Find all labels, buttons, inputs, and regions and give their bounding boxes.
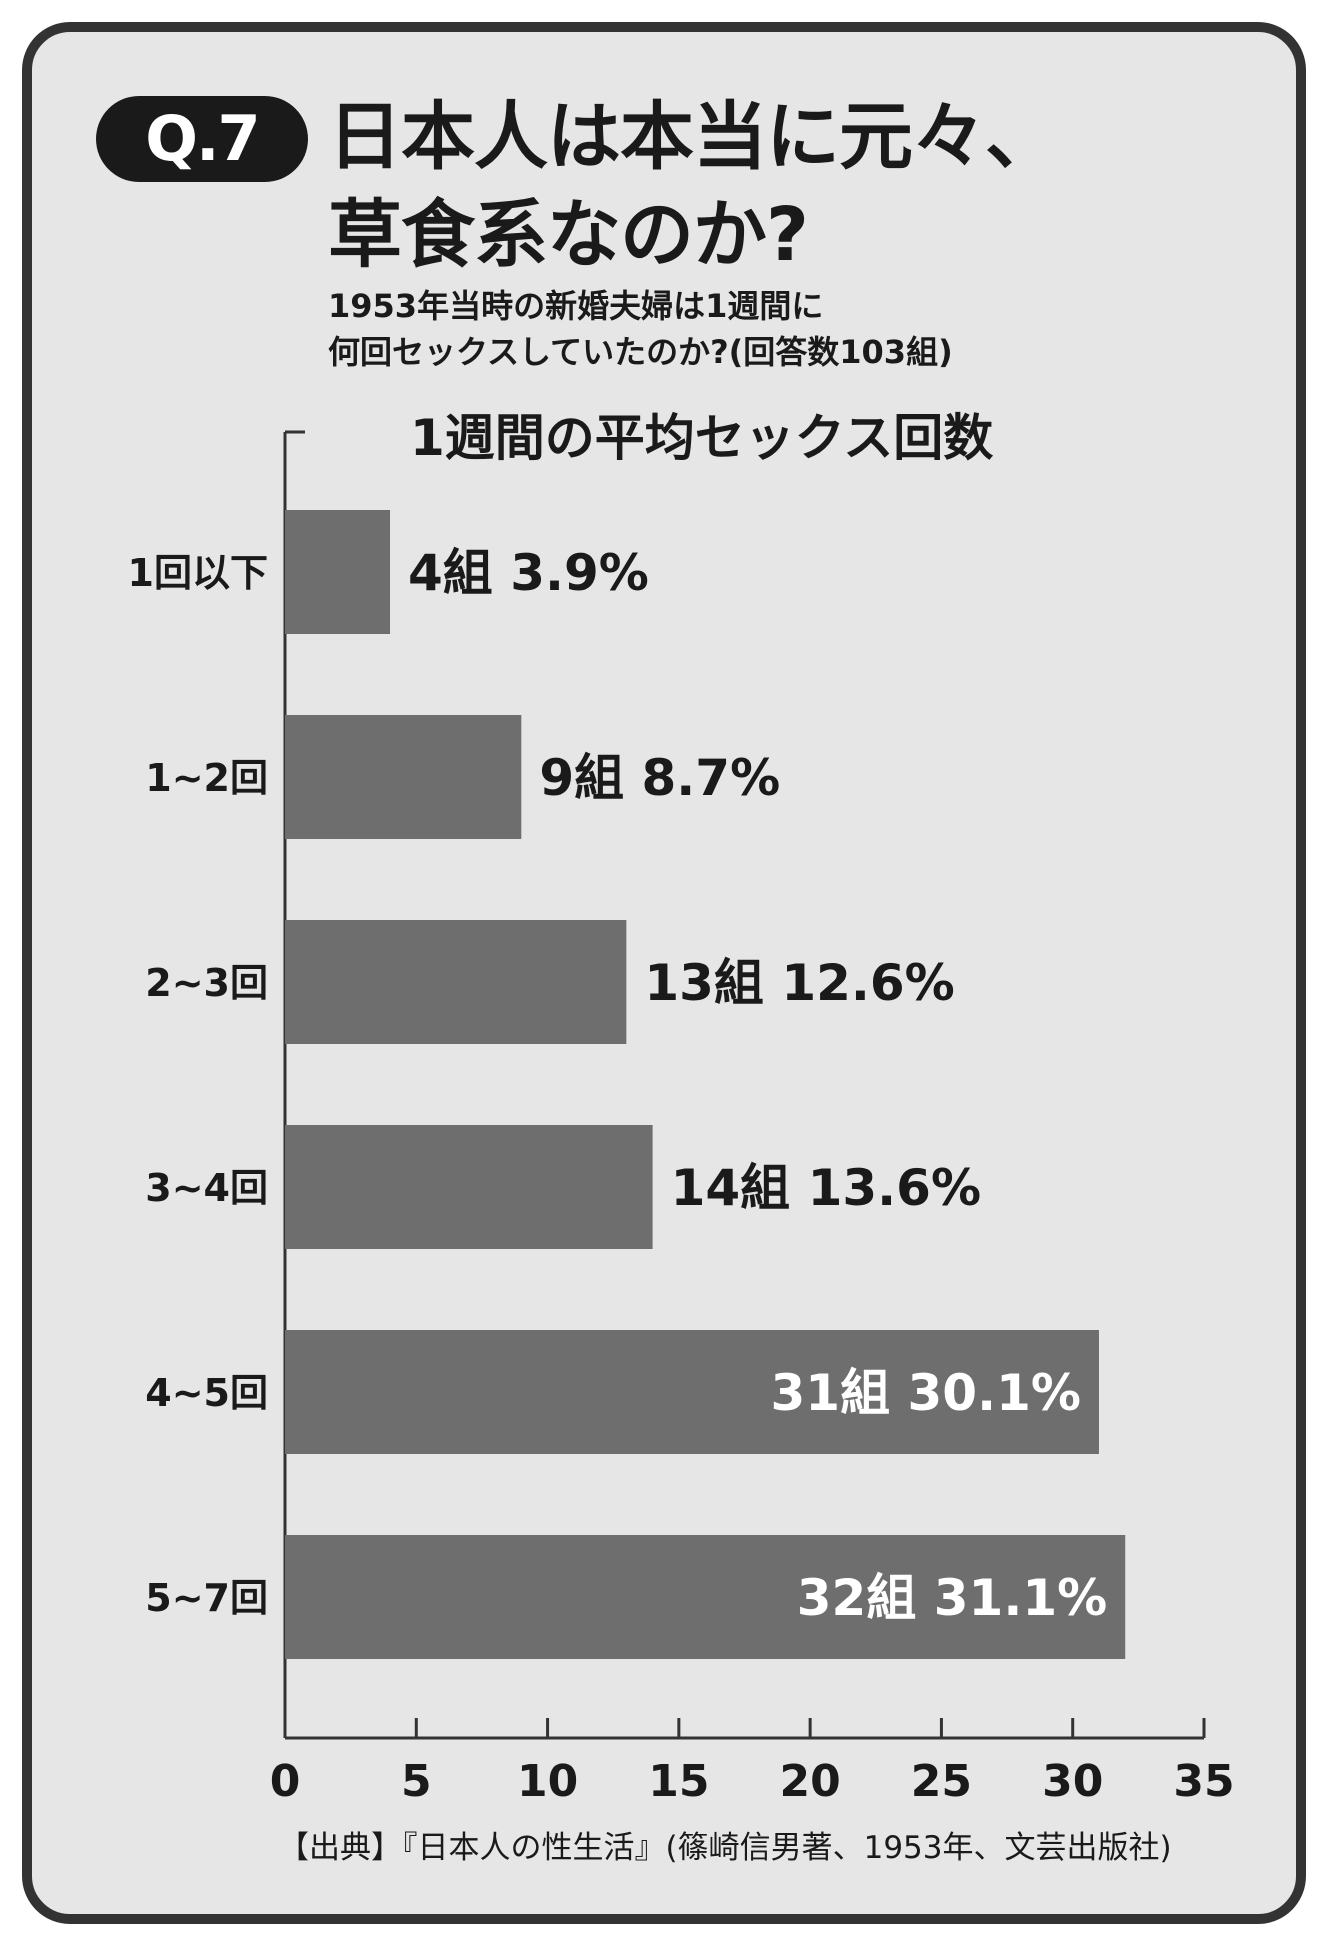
category-label: 4~5回 xyxy=(145,1371,268,1415)
bar xyxy=(285,920,627,1044)
bar xyxy=(285,1330,1099,1454)
x-tick-label: 5 xyxy=(401,1756,432,1807)
x-tick-label: 35 xyxy=(1173,1756,1234,1807)
question-badge: Q.7 xyxy=(96,96,308,182)
x-tick-label: 25 xyxy=(911,1756,972,1807)
source-citation: 【出典】『日本人の性生活』(篠崎信男著、1953年、文芸出版社) xyxy=(278,1830,1172,1866)
page-title-line2: 草食系なのか? xyxy=(328,192,809,278)
bar xyxy=(285,1125,653,1249)
page-title-line1: 日本人は本当に元々、 xyxy=(328,94,1059,180)
bar xyxy=(285,715,522,839)
x-tick-label: 20 xyxy=(780,1756,841,1807)
category-label: 1~2回 xyxy=(145,756,268,800)
data-label: 32組 31.1% xyxy=(797,1569,1107,1627)
data-label: 13組 12.6% xyxy=(644,954,954,1012)
subtitle-line1: 1953年当時の新婚夫婦は1週間に xyxy=(328,287,824,325)
category-label: 2~3回 xyxy=(145,961,268,1005)
bar xyxy=(285,510,391,634)
category-label: 5~7回 xyxy=(145,1576,268,1620)
x-tick-label: 30 xyxy=(1042,1756,1103,1807)
bar xyxy=(285,1535,1126,1659)
chart-title: 1週間の平均セックス回数 xyxy=(410,409,994,467)
category-label: 1回以下 xyxy=(128,551,268,595)
data-label: 14組 13.6% xyxy=(671,1159,981,1217)
x-tick-label: 10 xyxy=(517,1756,578,1807)
data-label: 4組 3.9% xyxy=(408,544,649,602)
data-label: 9組 8.7% xyxy=(539,749,780,807)
data-label: 31組 30.1% xyxy=(771,1364,1081,1422)
category-label: 3~4回 xyxy=(145,1166,268,1210)
subtitle-line2: 何回セックスしていたのか?(回答数103組) xyxy=(328,333,953,371)
x-tick-label: 15 xyxy=(648,1756,709,1807)
x-tick-label: 0 xyxy=(270,1756,301,1807)
